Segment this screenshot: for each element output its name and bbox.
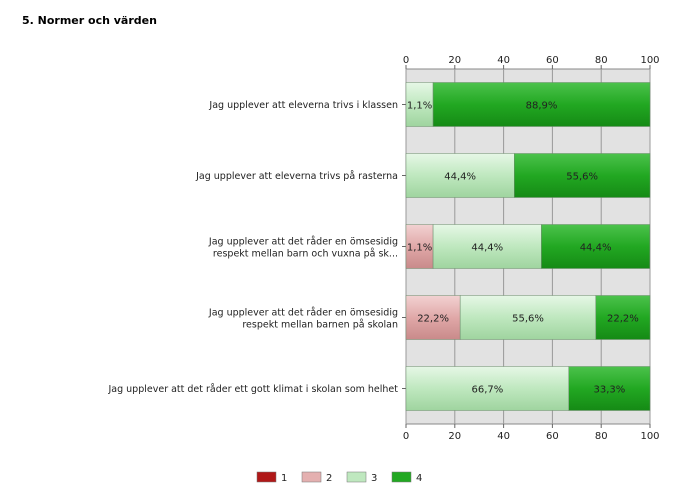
legend-swatch	[301, 471, 322, 483]
data-label: 1,1%	[407, 243, 432, 254]
x-tick-label-bottom: 0	[403, 431, 409, 442]
x-tick-label-bottom: 40	[497, 431, 510, 442]
category-label: respekt mellan barn och vuxna på sk...	[213, 249, 398, 260]
bar-segment	[459, 295, 597, 340]
legend-swatch	[391, 471, 412, 483]
x-tick-label-bottom: 100	[640, 431, 659, 442]
data-label: 55,6%	[566, 172, 598, 183]
bar-segment	[568, 366, 651, 411]
x-tick-label-bottom: 20	[448, 431, 461, 442]
data-label: 22,2%	[417, 314, 449, 325]
data-label: 88,9%	[526, 101, 558, 112]
chart-title: 5. Normer och värden	[22, 14, 157, 27]
bar-segment	[405, 153, 515, 198]
legend-label: 4	[416, 473, 422, 484]
bar-segment	[405, 82, 434, 127]
bar-segment	[432, 224, 542, 269]
bar-segment	[541, 224, 651, 269]
data-label: 33,3%	[593, 385, 625, 396]
data-label: 66,7%	[471, 385, 503, 396]
x-tick-label-bottom: 60	[546, 431, 559, 442]
data-label: 44,4%	[471, 243, 503, 254]
data-label: 44,4%	[444, 172, 476, 183]
bar-segment	[405, 295, 461, 340]
data-label: 1,1%	[407, 101, 432, 112]
data-label: 22,2%	[607, 314, 639, 325]
category-label: Jag upplever att det råder en ömsesidig	[208, 308, 398, 319]
legend-swatch	[346, 471, 367, 483]
category-label: Jag upplever att eleverna trivs i klasse…	[208, 100, 398, 111]
x-tick-label-top: 100	[640, 55, 659, 66]
x-tick-label-top: 80	[595, 55, 608, 66]
data-label: 55,6%	[512, 314, 544, 325]
data-label: 44,4%	[580, 243, 612, 254]
x-tick-label-top: 60	[546, 55, 559, 66]
bar-segment	[514, 153, 651, 198]
legend-label: 1	[281, 473, 287, 484]
x-tick-label-top: 0	[403, 55, 409, 66]
bar-segment	[405, 366, 569, 411]
category-label: respekt mellan barnen på skolan	[242, 320, 398, 331]
x-tick-label-bottom: 80	[595, 431, 608, 442]
legend-label: 3	[371, 473, 377, 484]
legend-swatch	[256, 471, 277, 483]
bar-segment	[405, 224, 434, 269]
bar-segment	[432, 82, 651, 127]
x-tick-label-top: 40	[497, 55, 510, 66]
category-label: Jag upplever att det råder ett gott klim…	[107, 384, 398, 395]
bar-segment	[595, 295, 651, 340]
legend-label: 2	[326, 473, 332, 484]
category-label: Jag upplever att eleverna trivs på raste…	[195, 171, 398, 182]
category-label: Jag upplever att det råder en ömsesidig	[208, 237, 398, 248]
x-tick-label-top: 20	[448, 55, 461, 66]
